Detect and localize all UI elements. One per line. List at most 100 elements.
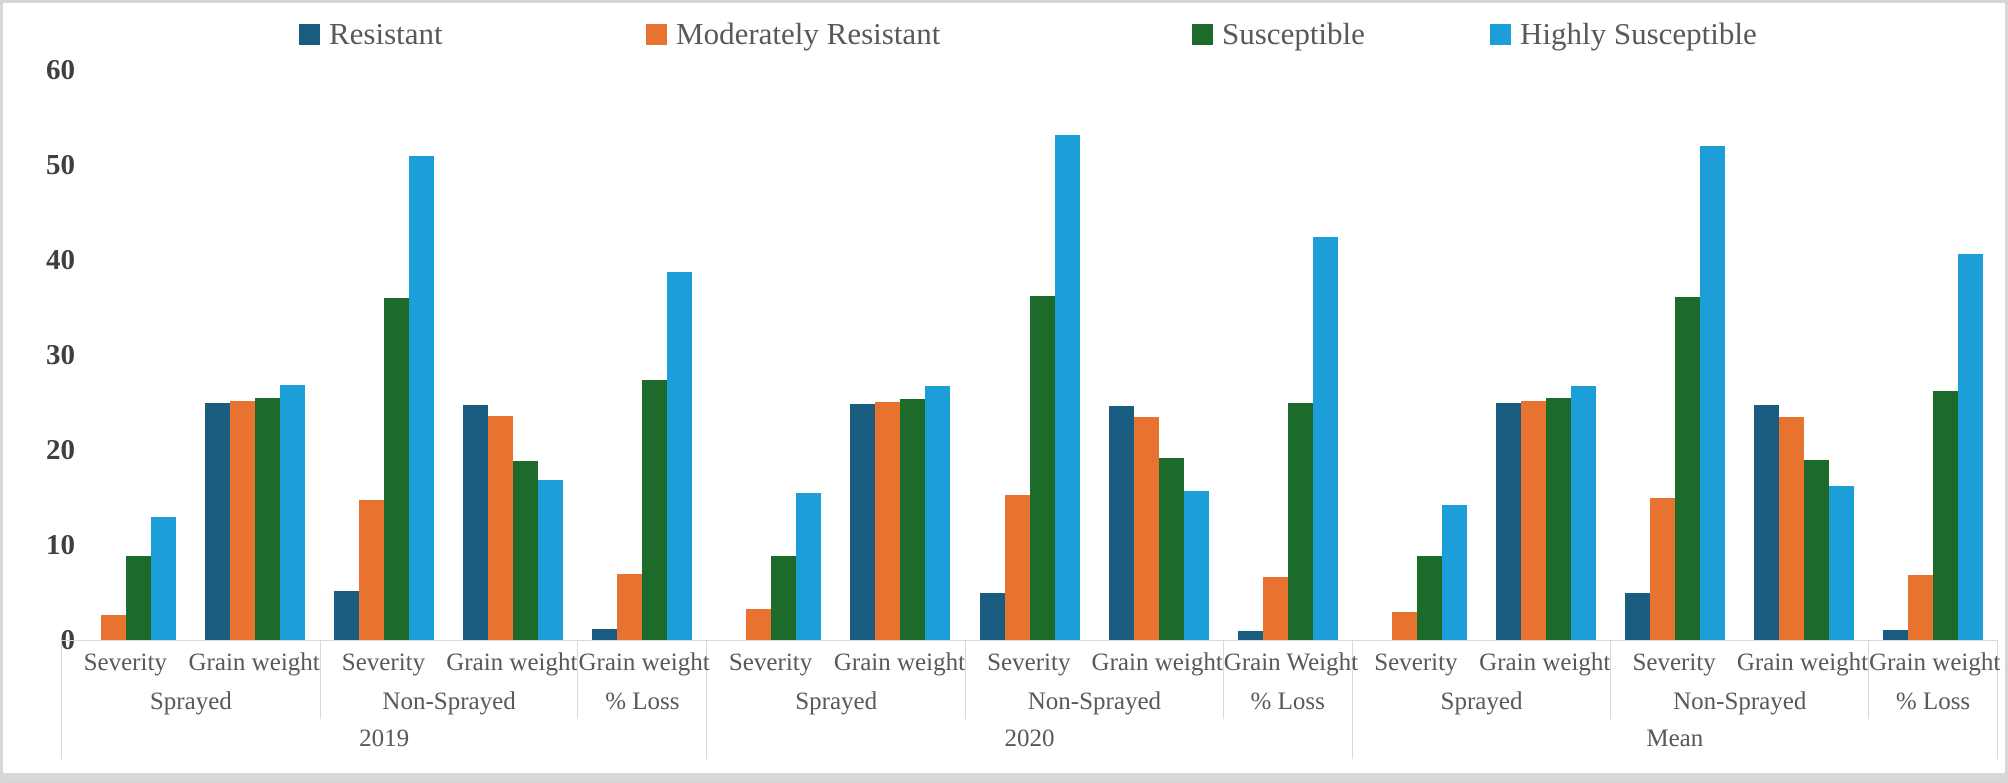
bar-highly-susceptible xyxy=(925,386,951,640)
bar-susceptible xyxy=(512,461,538,640)
x-leaf-label: Grain weight xyxy=(188,649,320,676)
bar-highly-susceptible xyxy=(1829,486,1855,640)
bar-susceptible xyxy=(1158,457,1184,640)
bar-highly-susceptible xyxy=(667,272,693,640)
bar-moderately-resistant xyxy=(358,500,384,640)
subgroup-non-sprayed: Severity Grain weight Non-Sprayed xyxy=(965,641,1223,719)
x-mid-label: Sprayed xyxy=(795,688,878,715)
bar-moderately-resistant xyxy=(1391,611,1417,640)
bar-highly-susceptible xyxy=(408,156,434,640)
x-leaf-label: Severity xyxy=(987,649,1071,676)
bar-cluster xyxy=(1869,70,1998,640)
bar-highly-susceptible xyxy=(1312,237,1338,640)
bar-resistant xyxy=(1237,630,1263,640)
x-mid-label: Non-Sprayed xyxy=(382,688,516,715)
bar-susceptible xyxy=(1287,402,1313,640)
bar-cluster xyxy=(1352,70,1481,640)
legend-label: Highly Susceptible xyxy=(1520,16,1757,51)
year-group-labels: Severity Grain weight Sprayed Severity Grain… xyxy=(61,641,710,759)
legend-label: Susceptible xyxy=(1222,16,1365,51)
plot-area xyxy=(61,70,1998,640)
bar-susceptible xyxy=(771,556,797,640)
legend-swatch-icon xyxy=(1192,23,1213,45)
bar-susceptible xyxy=(642,379,668,640)
bar-highly-susceptible xyxy=(1571,386,1597,640)
bar-highly-susceptible xyxy=(1441,505,1467,640)
subgroup--loss: Grain weight % Loss xyxy=(1868,641,2001,719)
x-mid-label: % Loss xyxy=(1895,688,1971,715)
bar-susceptible xyxy=(900,398,926,640)
bar-susceptible xyxy=(383,298,409,640)
year-group-bars xyxy=(61,70,707,640)
x-leaf-label: Severity xyxy=(1632,649,1716,676)
y-tick-label: 40 xyxy=(46,244,75,276)
bar-resistant xyxy=(1496,403,1522,640)
bar-highly-susceptible xyxy=(150,516,176,640)
bar-susceptible xyxy=(1933,391,1959,640)
bar-resistant xyxy=(462,405,488,640)
legend-item: Resistant xyxy=(299,15,443,53)
x-mid-label: Non-Sprayed xyxy=(1673,688,1807,715)
legend-item: Highly Susceptible xyxy=(1490,15,1757,53)
bar-cluster xyxy=(319,70,448,640)
bar-cluster xyxy=(707,70,836,640)
bar-cluster xyxy=(190,70,319,640)
bar-susceptible xyxy=(1675,297,1701,640)
bar-cluster xyxy=(1740,70,1869,640)
bar-highly-susceptible xyxy=(1054,134,1080,640)
bar-resistant xyxy=(1754,405,1780,640)
bar-moderately-resistant xyxy=(875,401,901,640)
bar-susceptible xyxy=(254,397,280,640)
bar-resistant xyxy=(850,404,876,640)
year-group-labels: Severity Grain weight Sprayed Severity Grain… xyxy=(1353,641,2001,759)
x-mid-label: Sprayed xyxy=(1440,688,1523,715)
bar-moderately-resistant xyxy=(1262,577,1288,640)
x-leaf-label: Grain weight xyxy=(1479,649,1611,676)
y-tick-label: 60 xyxy=(46,54,75,86)
legend-item: Susceptible xyxy=(1192,15,1365,53)
bar-moderately-resistant xyxy=(617,573,643,640)
legend-item: Moderately Resistant xyxy=(646,15,940,53)
x-axis-labels: Severity Grain weight Sprayed Severity Grain… xyxy=(61,640,2001,759)
bar-cluster xyxy=(1611,70,1740,640)
bar-cluster xyxy=(965,70,1094,640)
bar-resistant xyxy=(333,590,359,640)
bar-moderately-resistant xyxy=(1133,416,1159,640)
bar-cluster xyxy=(61,70,190,640)
bar-moderately-resistant xyxy=(1004,494,1030,640)
x-leaf-label: Grain weight xyxy=(1091,649,1223,676)
bar-highly-susceptible xyxy=(1183,490,1209,640)
x-year-label: 2019 xyxy=(359,725,410,752)
bar-moderately-resistant xyxy=(100,615,126,640)
bar-resistant xyxy=(204,403,230,640)
year-group-bars xyxy=(1352,70,1998,640)
subgroup--loss: Grain weight % Loss xyxy=(577,641,710,719)
bar-cluster xyxy=(1094,70,1223,640)
bar-cluster xyxy=(1481,70,1610,640)
subgroup-non-sprayed: Severity Grain weight Non-Sprayed xyxy=(319,641,577,719)
legend-swatch-icon xyxy=(646,23,667,45)
subgroup-sprayed: Severity Grain weight Sprayed xyxy=(62,641,320,719)
bar-susceptible xyxy=(1546,397,1572,640)
x-leaf-label: Grain weight xyxy=(1869,649,2001,676)
bar-moderately-resistant xyxy=(1650,497,1676,640)
subgroup--loss: Grain Weight % Loss xyxy=(1222,641,1358,719)
y-tick-label: 10 xyxy=(46,529,75,561)
x-mid-label: Non-Sprayed xyxy=(1027,688,1162,715)
bar-highly-susceptible xyxy=(537,480,563,640)
bar-resistant xyxy=(979,593,1005,640)
bar-moderately-resistant xyxy=(746,608,772,640)
y-tick-label: 30 xyxy=(46,339,75,371)
year-group-bars xyxy=(707,70,1353,640)
legend-label: Resistant xyxy=(329,16,443,51)
x-leaf-label: Severity xyxy=(1374,649,1458,676)
x-leaf-label: Grain Weight xyxy=(1223,649,1359,676)
x-leaf-label: Grain weight xyxy=(1736,649,1869,676)
legend-label: Moderately Resistant xyxy=(676,16,941,51)
bar-cluster xyxy=(1223,70,1352,640)
x-leaf-label: Severity xyxy=(341,649,426,676)
bar-susceptible xyxy=(125,556,151,640)
subgroup-non-sprayed: Severity Grain weight Non-Sprayed xyxy=(1610,641,1868,719)
x-leaf-label: Severity xyxy=(83,649,167,676)
